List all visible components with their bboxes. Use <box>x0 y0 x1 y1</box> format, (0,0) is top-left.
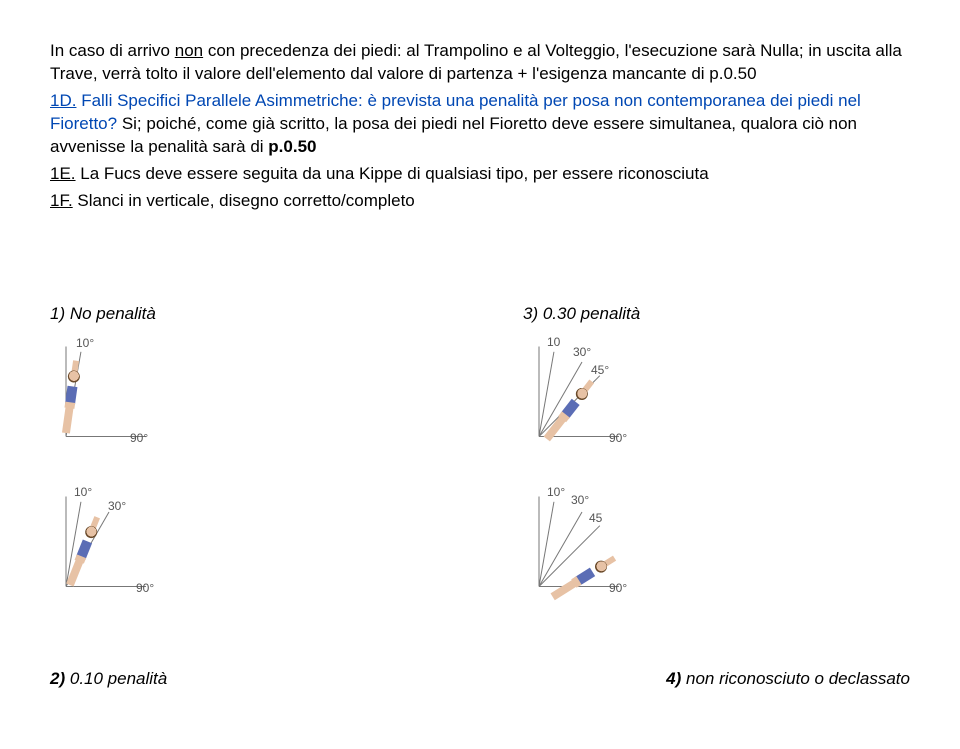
footer-label-2: 2) 2) 0.10 penalità 0.10 penalità <box>50 668 167 691</box>
angle-label-30: 30° <box>573 344 591 360</box>
diagram-1: 10° 90° <box>50 338 270 458</box>
diagram-3: 1030°45°90° <box>523 338 743 458</box>
text-1e: La Fucs deve essere seguita da una Kippe… <box>76 164 709 183</box>
item-1d: 1D. Falli Specifici Parallele Asimmetric… <box>50 90 910 159</box>
angle-label-45: 45° <box>591 362 609 378</box>
gymnast-legs <box>66 559 83 586</box>
footer-4-text-visible: non riconosciuto o declassato <box>686 669 910 688</box>
item-1f: 1F. Slanci in verticale, disegno corrett… <box>50 190 910 213</box>
footer-4-num: 4) <box>666 669 681 688</box>
footer-2-text-visible: 0.10 penalità <box>70 669 167 688</box>
footer-2-num: 2) <box>50 669 65 688</box>
answer-1d: Si; poiché, come già scritto, la posa de… <box>50 114 857 156</box>
footer-label-4: 4) non riconosciuto o declassato <box>666 668 910 691</box>
item-1e: 1E. La Fucs deve essere seguita da una K… <box>50 163 910 186</box>
answer-1d-bold: p.0.50 <box>268 137 316 156</box>
prefix-1f: 1F. <box>50 191 73 210</box>
angle-label-90: 90° <box>136 580 154 596</box>
angle-label-90: 90° <box>609 580 627 596</box>
angle-label-90: 90° <box>130 430 148 446</box>
gymnast-legs <box>551 579 577 600</box>
diagram-2: 10°30°90° <box>50 488 270 608</box>
angle-label-10: 10° <box>547 484 565 500</box>
angle-label-10: 10° <box>76 335 94 351</box>
ray-0 <box>539 346 540 436</box>
p1-non: non <box>175 41 203 60</box>
text-1f: Slanci in verticale, disegno corretto/co… <box>73 191 415 210</box>
paragraph-arrivo: In caso di arrivo non con precedenza dei… <box>50 40 910 86</box>
p1-s1a: In caso di arrivo <box>50 41 175 60</box>
prefix-1d: 1D. <box>50 91 76 110</box>
diagram-cell-4: 10°30°4590° <box>523 488 910 608</box>
gymnast-legs <box>62 406 74 433</box>
diagram-cell-2: 10°30°90° <box>50 488 437 608</box>
angle-label-90: 90° <box>609 430 627 446</box>
diagram-row-2: 10°30°90° 10°30°4590° <box>50 488 910 608</box>
prefix-1e: 1E. <box>50 164 76 183</box>
angle-label-10: 10 <box>547 334 560 350</box>
gymnast-legs <box>544 415 566 440</box>
diagram-row-1: 1) No penalità 10° 90° 3) 0.30 penalità 1… <box>50 303 910 458</box>
footer-labels: 2) 2) 0.10 penalità 0.10 penalità 4) non… <box>50 668 910 691</box>
angle-label-10: 10° <box>74 484 92 500</box>
diagram-4: 10°30°4590° <box>523 488 743 608</box>
angle-label-45: 45 <box>589 510 602 526</box>
angle-label-30: 30° <box>571 492 589 508</box>
diagram-label-3: 3) 0.30 penalità <box>523 303 910 326</box>
diagram-label-1: 1) No penalità <box>50 303 437 326</box>
angle-label-30: 30° <box>108 498 126 514</box>
gymnast-figure <box>54 366 87 437</box>
ray-0 <box>539 496 540 586</box>
diagram-cell-3: 3) 0.30 penalità 10 30°45° 90° <box>523 303 910 458</box>
gymnast-head <box>67 369 81 383</box>
diagram-cell-1: 1) No penalità 10° 90° <box>50 303 437 458</box>
